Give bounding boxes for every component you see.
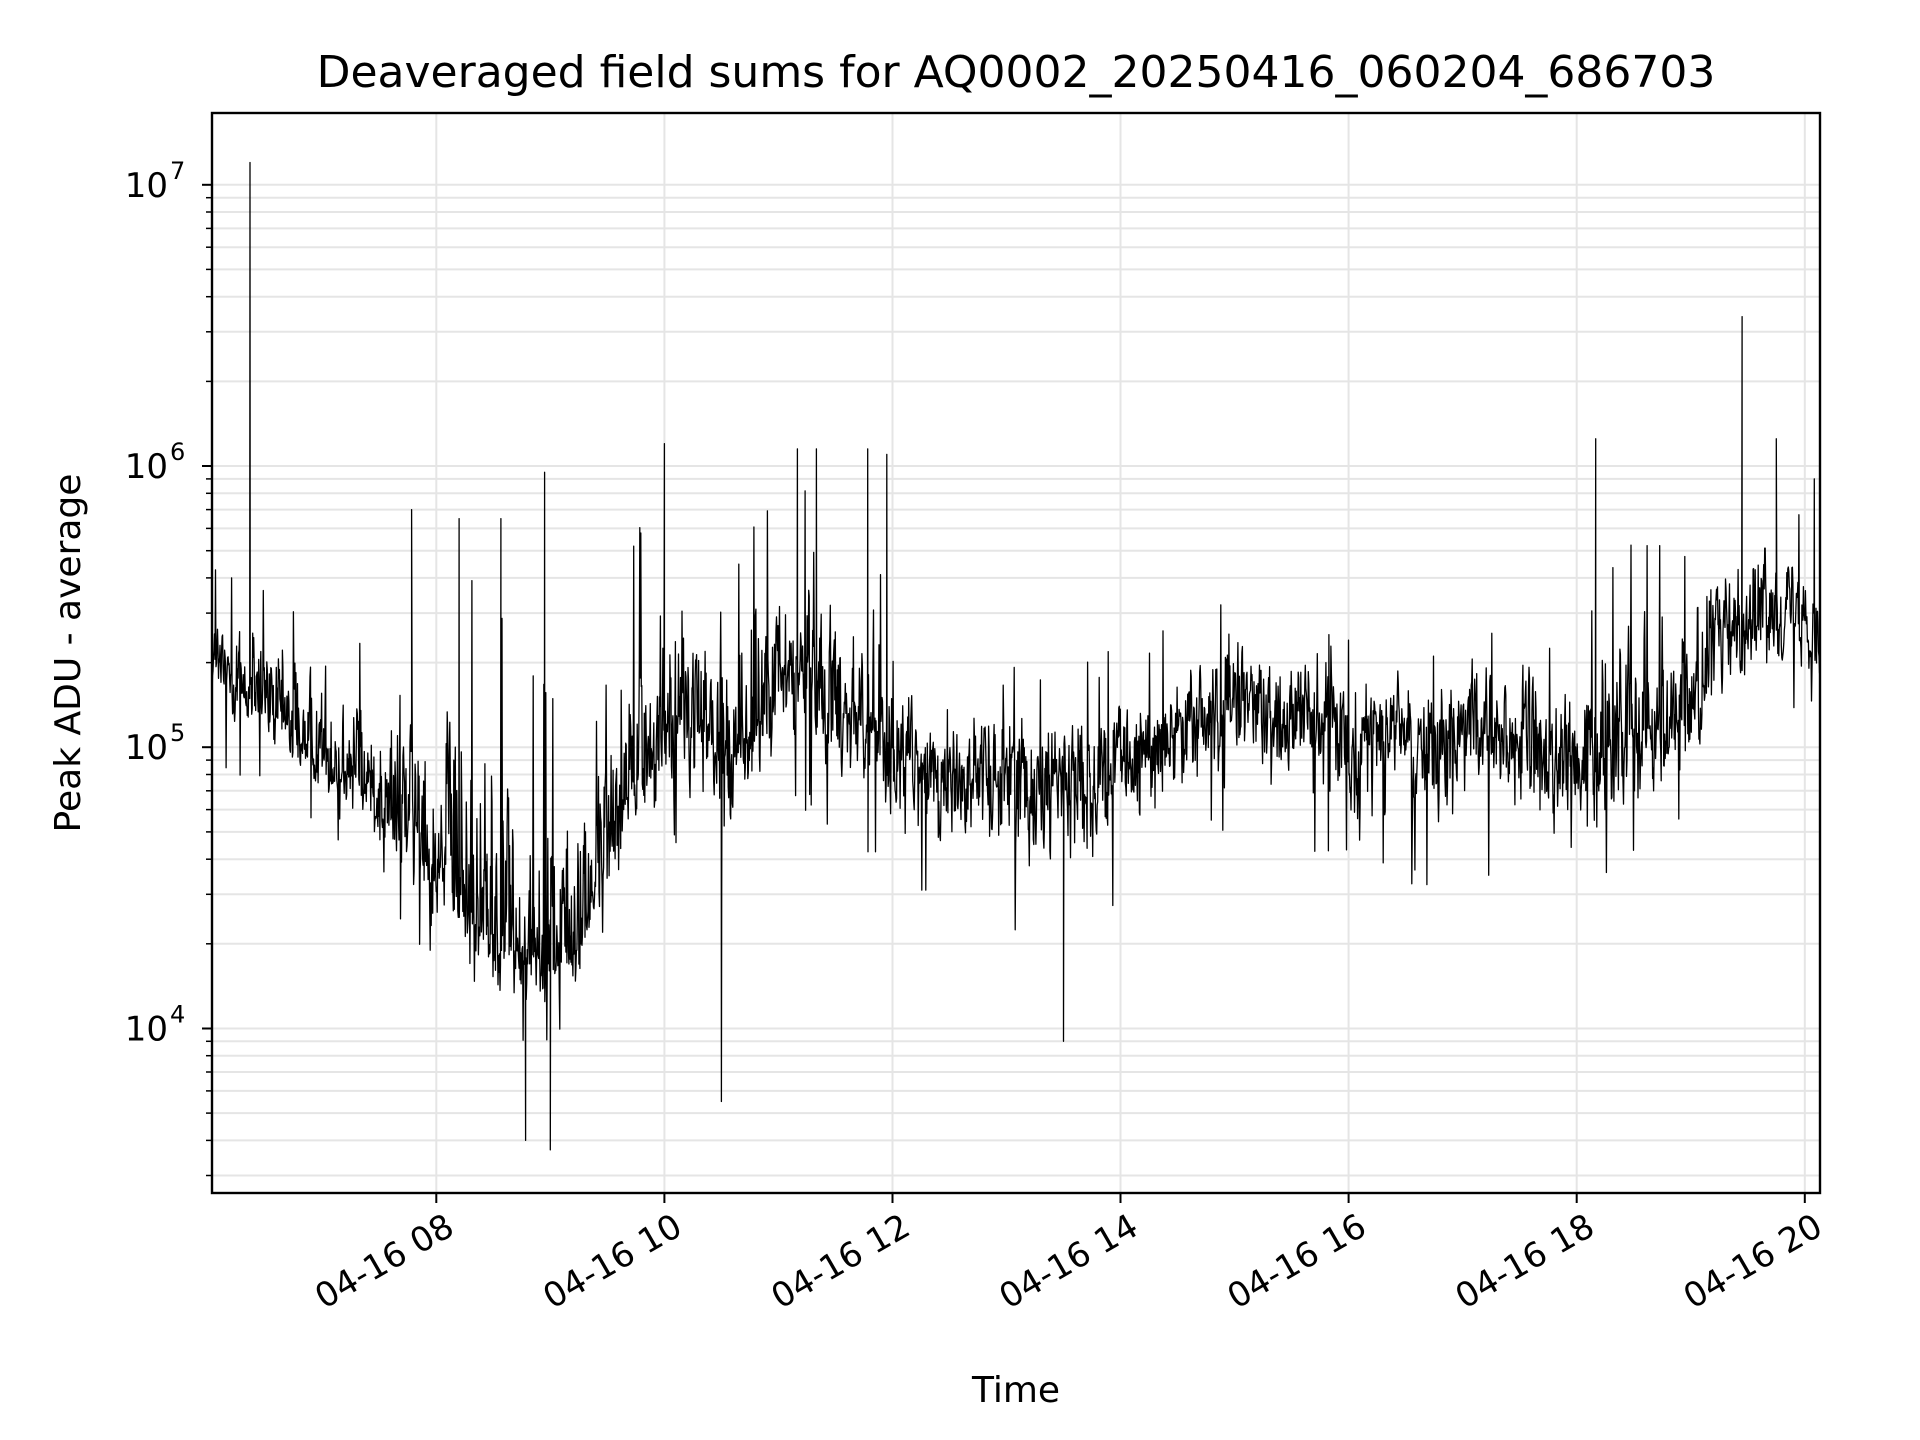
chart-title: Deaveraged field sums for AQ0002_2025041… <box>317 47 1716 98</box>
y-tick-label: 10 <box>125 447 168 487</box>
plot-background <box>212 113 1820 1193</box>
y-tick-exponent: 4 <box>170 1001 185 1029</box>
y-axis-label: Peak ADU - average <box>48 474 89 833</box>
major-gridlines <box>212 113 1820 1193</box>
plot-area <box>210 111 1822 1195</box>
series-layer <box>211 161 1821 1151</box>
y-tick-exponent: 6 <box>170 438 185 466</box>
plot-frame <box>210 111 1822 1195</box>
y-tick-label: 10 <box>125 728 168 768</box>
x-axis-label: Time <box>971 1370 1060 1411</box>
y-tick-exponent: 5 <box>170 719 185 747</box>
y-tick-exponent: 7 <box>170 157 185 185</box>
series-line <box>211 161 1821 1151</box>
y-tick-label: 10 <box>125 1010 168 1050</box>
y-tick-label: 10 <box>125 166 168 206</box>
